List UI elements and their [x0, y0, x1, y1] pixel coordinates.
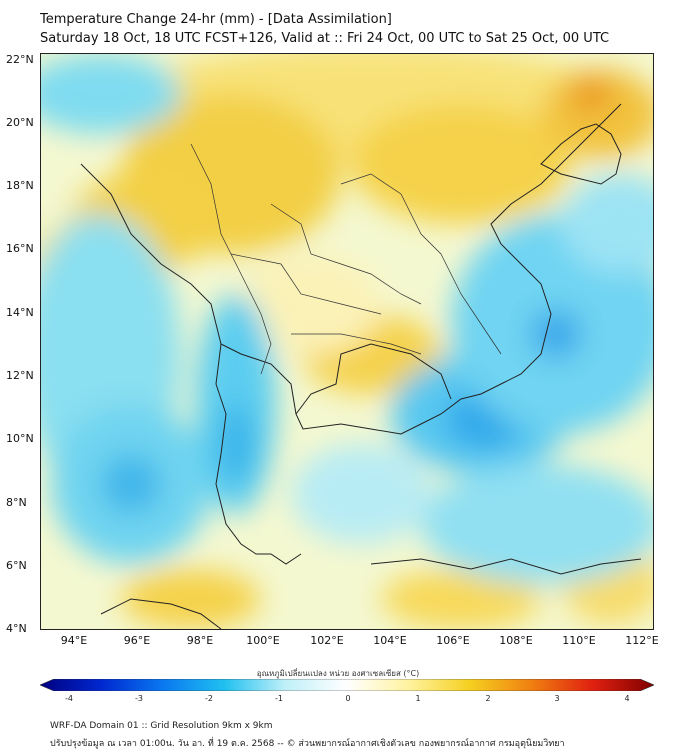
- lat-label: 14°N: [6, 306, 34, 319]
- colorbar-tick: -3: [135, 694, 143, 703]
- map-canvas: [41, 54, 653, 629]
- colorbar-gradient: [40, 679, 654, 691]
- lat-label: 10°N: [6, 432, 34, 445]
- colorbar-tick: 0: [345, 694, 351, 703]
- footer-domain-info: WRF-DA Domain 01 :: Grid Resolution 9km …: [50, 721, 273, 731]
- lon-label: 100°E: [246, 634, 280, 647]
- colorbar-tick: 4: [624, 694, 630, 703]
- lon-label: 102°E: [310, 634, 344, 647]
- map-title: Temperature Change 24-hr (mm) - [Data As…: [40, 12, 392, 27]
- lon-label: 108°E: [499, 634, 533, 647]
- colorbar-tick: 2: [485, 694, 491, 703]
- colorbar-tick: 1: [415, 694, 421, 703]
- lon-label: 106°E: [436, 634, 470, 647]
- colorbar: [40, 679, 654, 691]
- lat-label: 22°N: [6, 53, 34, 66]
- lat-label: 6°N: [6, 559, 27, 572]
- colorbar-tick: -2: [205, 694, 213, 703]
- lon-label: 104°E: [373, 634, 407, 647]
- colorbar-tick: -1: [275, 694, 283, 703]
- temperature-change-map: [40, 53, 654, 630]
- lat-label: 16°N: [6, 242, 34, 255]
- lat-label: 20°N: [6, 116, 34, 129]
- lat-label: 12°N: [6, 369, 34, 382]
- lon-label: 96°E: [123, 634, 151, 647]
- temperature-field: [41, 54, 653, 629]
- map-subtitle: Saturday 18 Oct, 18 UTC FCST+126, Valid …: [40, 31, 610, 46]
- lon-label: 110°E: [562, 634, 596, 647]
- colorbar-tick: 3: [554, 694, 560, 703]
- lat-label: 8°N: [6, 496, 27, 509]
- lat-label: 4°N: [6, 622, 27, 635]
- colorbar-title: อุณหภูมิเปลี่ยนแปลง หน่วย องศาเซลเซียส (…: [256, 669, 420, 678]
- lon-label: 94°E: [60, 634, 88, 647]
- coastlines: [80, 103, 642, 629]
- colorbar-tick: -4: [65, 694, 73, 703]
- lon-label: 112°E: [625, 634, 659, 647]
- footer-update-info: ปรับปรุงข้อมูล ณ เวลา 01:00น. วัน อา. ที…: [50, 739, 565, 749]
- lon-label: 98°E: [186, 634, 214, 647]
- admin-borders: [190, 143, 502, 375]
- lat-label: 18°N: [6, 179, 34, 192]
